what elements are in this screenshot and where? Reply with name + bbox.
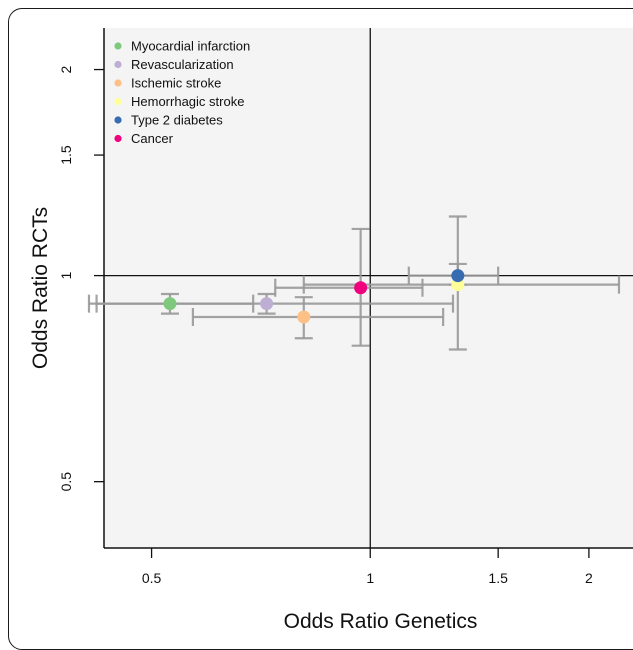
data-point	[163, 297, 177, 311]
data-point	[260, 297, 274, 311]
y-axis-title: Odds Ratio RCTs	[29, 207, 52, 369]
legend-marker	[114, 116, 122, 124]
legend-marker	[114, 97, 122, 106]
y-tick-label: 1.5	[58, 145, 74, 165]
x-tick-label: 2	[585, 570, 593, 586]
legend-label: Myocardial infarction	[131, 39, 250, 54]
x-tick-label: 0.5	[142, 570, 162, 586]
y-tick-label: 1	[58, 272, 74, 280]
data-point	[354, 281, 368, 295]
x-tick-label: 1	[366, 570, 374, 586]
y-tick-label: 0.5	[58, 472, 74, 492]
x-tick-label: 1.5	[488, 570, 508, 586]
legend-marker	[114, 60, 122, 69]
legend-label: Ischemic stroke	[131, 76, 221, 91]
legend-marker	[114, 42, 122, 50]
scatter-chart: 0.5 1 1.5 2 0.5 1 1.5 2 Odds Ratio Genetics Odds …	[29, 28, 633, 632]
legend-label: Revascularization	[131, 57, 234, 72]
data-point	[451, 278, 465, 292]
data-point	[451, 269, 465, 283]
legend-marker	[114, 134, 122, 143]
y-tick-label: 2	[58, 65, 74, 73]
data-point	[297, 310, 311, 324]
x-axis-title: Odds Ratio Genetics	[284, 610, 478, 632]
legend-label: Hemorrhagic stroke	[131, 94, 244, 109]
legend-marker	[114, 79, 122, 87]
legend-label: Type 2 diabetes	[131, 113, 223, 128]
legend-label: Cancer	[131, 131, 174, 146]
